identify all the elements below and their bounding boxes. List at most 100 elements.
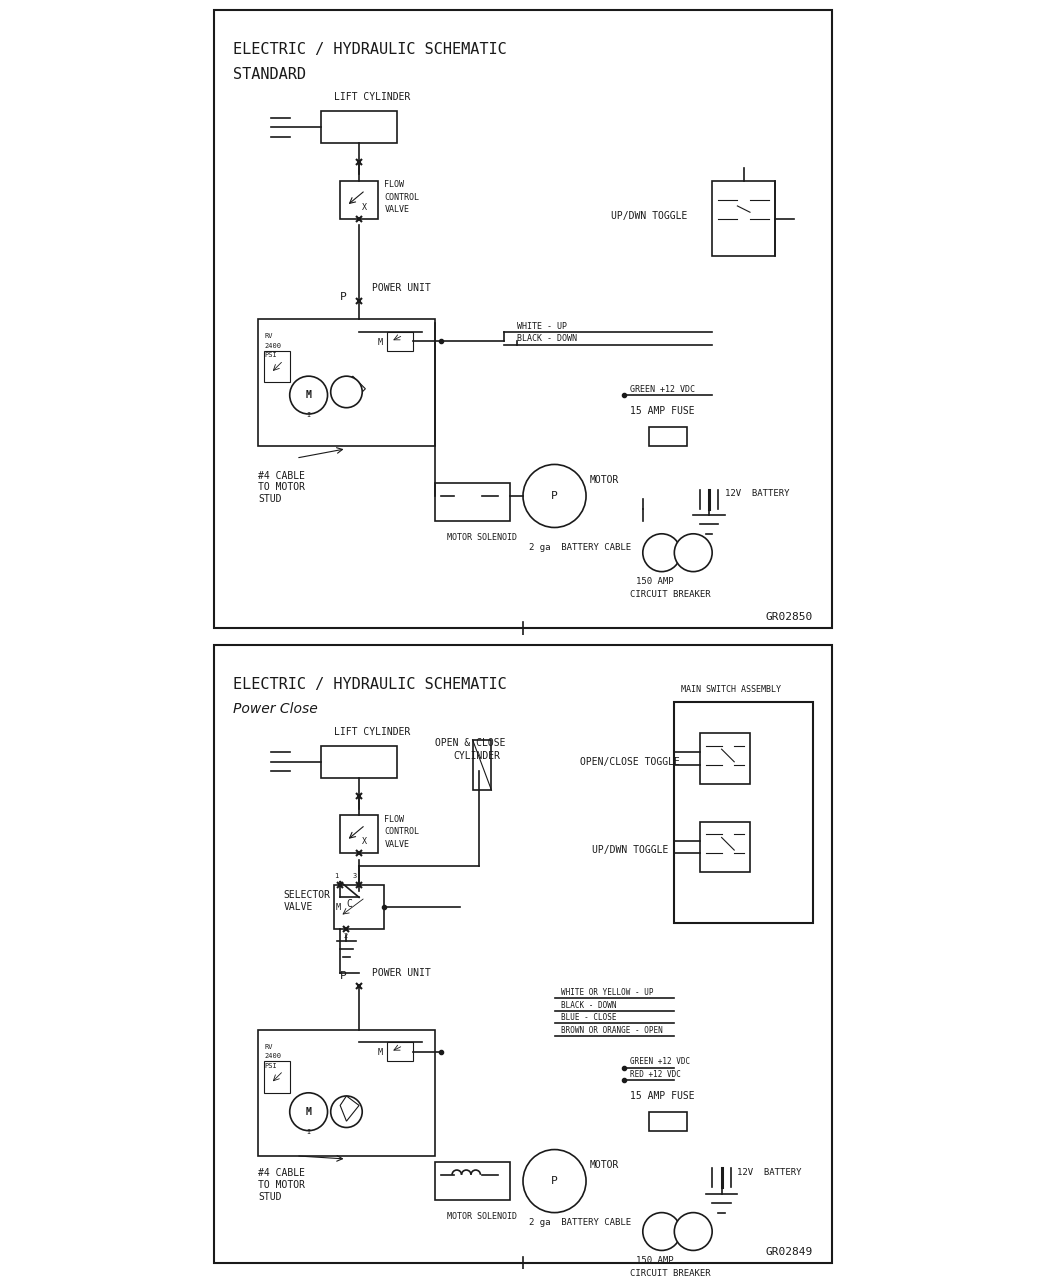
Text: UP/DWN TOGGLE: UP/DWN TOGGLE: [592, 845, 668, 855]
Text: 150 AMP: 150 AMP: [637, 577, 674, 586]
Circle shape: [290, 1093, 327, 1130]
Text: CONTROL: CONTROL: [384, 192, 419, 202]
Text: BROWN OR ORANGE - OPEN: BROWN OR ORANGE - OPEN: [561, 1025, 662, 1036]
Text: OPEN & CLOSE: OPEN & CLOSE: [435, 739, 505, 748]
Bar: [675, 701, 813, 923]
Bar: [387, 1042, 413, 1061]
Text: CONTROL: CONTROL: [384, 827, 419, 836]
Text: 2400: 2400: [265, 343, 281, 348]
Text: M: M: [305, 390, 312, 401]
Bar: [473, 740, 492, 790]
Text: P: P: [340, 292, 347, 302]
Bar: [334, 884, 384, 929]
Text: Power Close: Power Close: [233, 701, 318, 716]
Bar: [650, 1112, 687, 1130]
Text: I: I: [306, 1129, 311, 1135]
Bar: [265, 351, 290, 383]
Text: MOTOR SOLENOID: MOTOR SOLENOID: [448, 532, 518, 543]
Bar: [650, 426, 687, 445]
Text: BLACK - DOWN: BLACK - DOWN: [517, 334, 576, 343]
Text: POWER UNIT: POWER UNIT: [371, 283, 430, 293]
Text: FLOW: FLOW: [384, 180, 405, 189]
Text: 15 AMP FUSE: 15 AMP FUSE: [630, 1091, 695, 1101]
Text: 150 AMP: 150 AMP: [637, 1256, 674, 1265]
Text: BLACK - DOWN: BLACK - DOWN: [561, 1001, 616, 1010]
Text: 3: 3: [353, 873, 357, 879]
Text: GR02849: GR02849: [766, 1247, 813, 1257]
Text: 2400: 2400: [265, 1053, 281, 1059]
Text: POWER UNIT: POWER UNIT: [371, 968, 430, 978]
Text: SELECTOR
VALVE: SELECTOR VALVE: [283, 891, 331, 911]
Text: CYLINDER: CYLINDER: [454, 750, 501, 760]
Text: MAIN SWITCH ASSEMBLY: MAIN SWITCH ASSEMBLY: [681, 685, 780, 695]
Text: WHITE - UP: WHITE - UP: [517, 321, 567, 330]
Text: GREEN +12 VDC: GREEN +12 VDC: [630, 1057, 690, 1066]
Text: FLOW: FLOW: [384, 814, 405, 824]
Text: #4 CABLE
TO MOTOR
STUD: #4 CABLE TO MOTOR STUD: [258, 471, 305, 504]
Text: RED +12 VDC: RED +12 VDC: [630, 1070, 681, 1079]
Text: M: M: [305, 1107, 312, 1116]
Text: 2 ga  BATTERY CABLE: 2 ga BATTERY CABLE: [529, 543, 632, 552]
Text: RV: RV: [265, 1043, 273, 1050]
Text: STANDARD: STANDARD: [233, 68, 306, 82]
Bar: [265, 1061, 290, 1093]
Text: LIFT CYLINDER: LIFT CYLINDER: [334, 727, 410, 736]
Text: P: P: [340, 972, 347, 982]
Circle shape: [643, 1212, 681, 1251]
Text: CIRCUIT BREAKER: CIRCUIT BREAKER: [630, 590, 711, 599]
Text: RV: RV: [265, 333, 273, 339]
Text: PSI: PSI: [265, 352, 277, 358]
Text: LIFT CYLINDER: LIFT CYLINDER: [334, 92, 410, 102]
Text: I: I: [306, 412, 311, 419]
Circle shape: [523, 1149, 586, 1212]
Text: GR02850: GR02850: [766, 612, 813, 622]
Text: BLUE - CLOSE: BLUE - CLOSE: [561, 1014, 616, 1023]
Bar: [258, 1029, 435, 1156]
Bar: [321, 746, 396, 777]
Circle shape: [643, 534, 681, 572]
Text: M: M: [336, 902, 341, 911]
Text: #4 CABLE
TO MOTOR
STUD: #4 CABLE TO MOTOR STUD: [258, 1169, 305, 1202]
Text: ELECTRIC / HYDRAULIC SCHEMATIC: ELECTRIC / HYDRAULIC SCHEMATIC: [233, 677, 506, 691]
Circle shape: [331, 1096, 362, 1128]
Circle shape: [523, 465, 586, 527]
Text: 2 ga  BATTERY CABLE: 2 ga BATTERY CABLE: [529, 1219, 632, 1228]
Text: C: C: [346, 899, 353, 909]
Circle shape: [675, 534, 712, 572]
Circle shape: [675, 1212, 712, 1251]
Text: M: M: [378, 338, 383, 347]
Polygon shape: [340, 1096, 359, 1121]
Text: 1: 1: [334, 873, 338, 879]
Text: VALVE: VALVE: [384, 840, 409, 849]
Text: VALVE: VALVE: [384, 205, 409, 214]
Text: WHITE OR YELLOW - UP: WHITE OR YELLOW - UP: [561, 988, 654, 997]
Text: UP/DWN TOGGLE: UP/DWN TOGGLE: [611, 210, 687, 220]
Bar: [321, 111, 396, 143]
Text: MOTOR SOLENOID: MOTOR SOLENOID: [448, 1212, 518, 1221]
Text: M: M: [378, 1048, 383, 1057]
Text: 12V  BATTERY: 12V BATTERY: [725, 489, 790, 498]
Text: CIRCUIT BREAKER: CIRCUIT BREAKER: [630, 1268, 711, 1277]
Bar: [387, 332, 413, 351]
Bar: [258, 320, 435, 445]
Text: P: P: [551, 1176, 558, 1187]
Polygon shape: [340, 376, 365, 402]
Text: X: X: [362, 202, 366, 211]
Text: P: P: [551, 492, 558, 500]
Bar: [712, 180, 775, 256]
Text: ELECTRIC / HYDRAULIC SCHEMATIC: ELECTRIC / HYDRAULIC SCHEMATIC: [233, 42, 506, 58]
Text: PSI: PSI: [265, 1062, 277, 1069]
Text: 15 AMP FUSE: 15 AMP FUSE: [630, 406, 695, 416]
Text: MOTOR: MOTOR: [589, 1161, 618, 1170]
Bar: [340, 815, 378, 854]
Bar: [700, 733, 750, 783]
Bar: [700, 822, 750, 872]
Text: 12V  BATTERY: 12V BATTERY: [737, 1167, 802, 1176]
Text: X: X: [362, 837, 366, 846]
Text: OPEN/CLOSE TOGGLE: OPEN/CLOSE TOGGLE: [579, 756, 680, 767]
Circle shape: [331, 376, 362, 408]
Bar: [340, 180, 378, 219]
Text: GREEN +12 VDC: GREEN +12 VDC: [630, 385, 696, 394]
Circle shape: [290, 376, 327, 413]
Text: MOTOR: MOTOR: [589, 475, 618, 485]
